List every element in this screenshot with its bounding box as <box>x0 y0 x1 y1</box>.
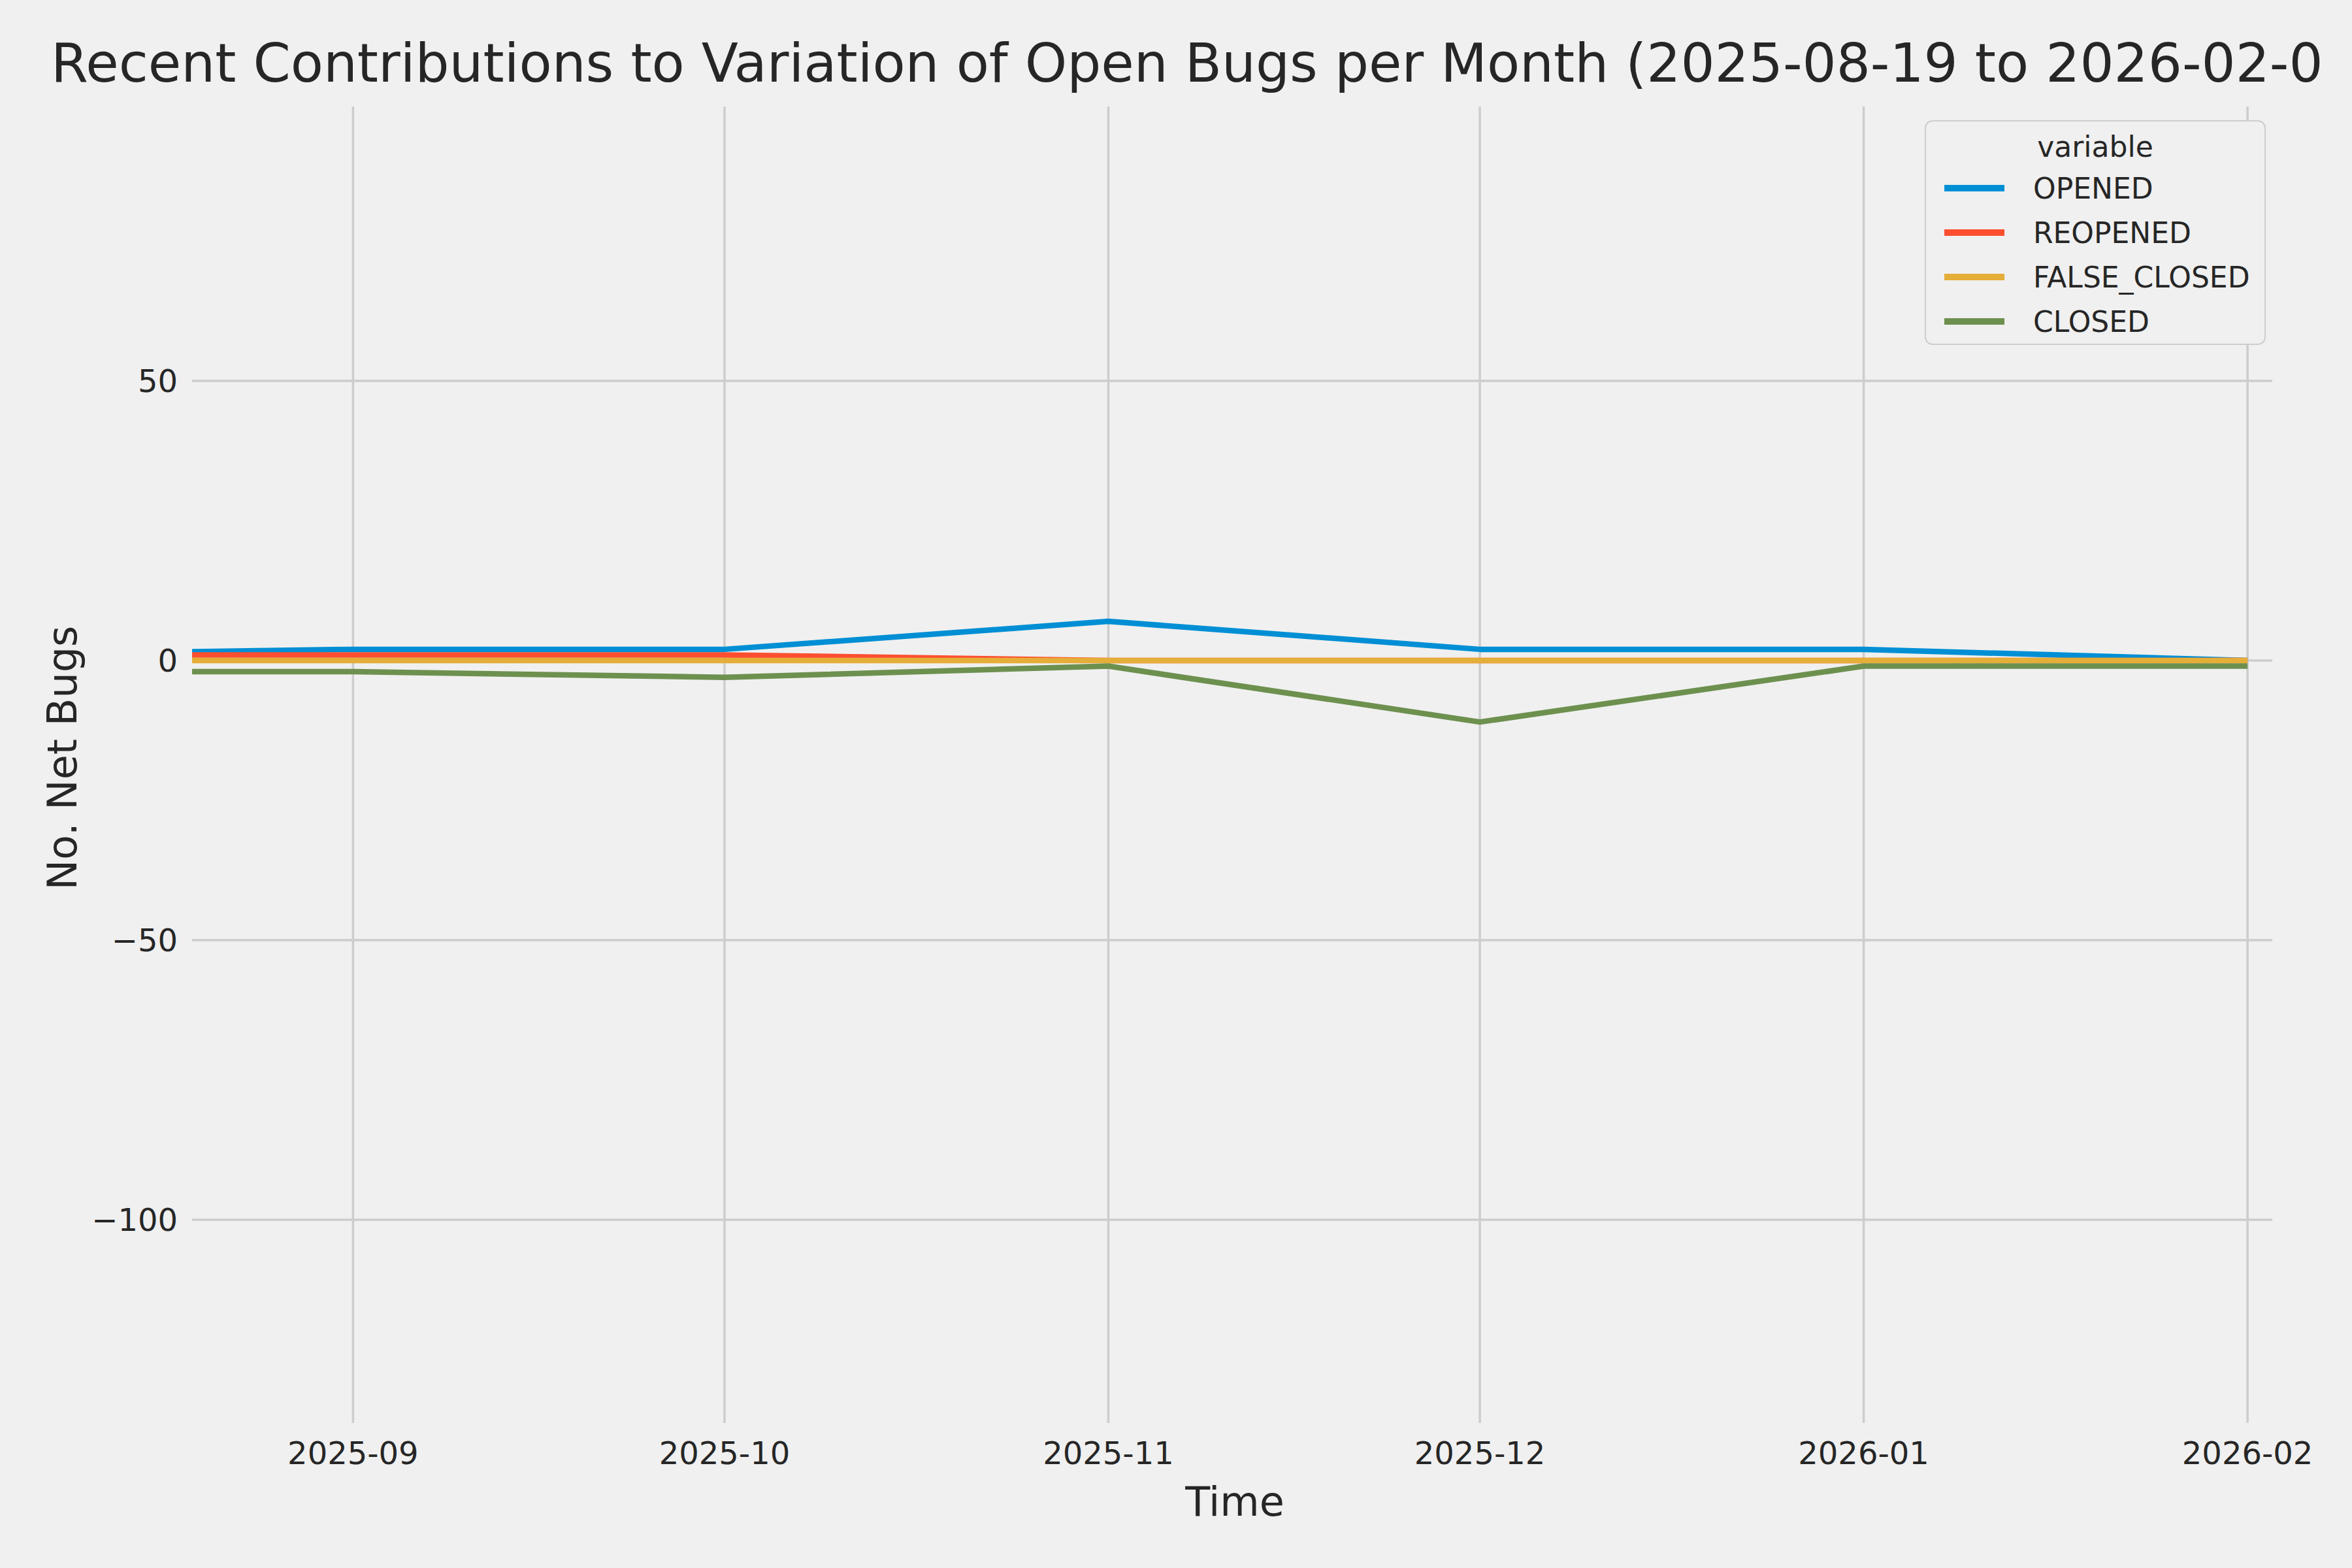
legend-line-icon <box>1944 318 2004 325</box>
x-tick-label: 2025-12 <box>1414 1435 1546 1471</box>
legend-label: REOPENED <box>2033 216 2191 250</box>
x-axis-label: Time <box>1185 1478 1284 1526</box>
y-tick-label: 0 <box>0 642 178 679</box>
legend-items: OPENED REOPENED FALSE_CLOSED CLOSED <box>1926 166 2264 344</box>
legend-item-opened: OPENED <box>1926 166 2264 210</box>
legend-item-reopened: REOPENED <box>1926 210 2264 255</box>
figure: Recent Contributions to Variation of Ope… <box>0 0 2352 1568</box>
legend-line-icon <box>1944 185 2004 191</box>
x-tick-label: 2026-01 <box>1798 1435 1929 1471</box>
x-tick-label: 2026-02 <box>2182 1435 2313 1471</box>
legend-title: variable <box>1926 128 2264 166</box>
legend: variable OPENED REOPENED FALSE_CLOSED CLOSE… <box>1925 120 2266 345</box>
x-tick-label: 2025-11 <box>1043 1435 1174 1471</box>
legend-label: FALSE_CLOSED <box>2033 261 2250 294</box>
x-tick-label: 2025-10 <box>659 1435 791 1471</box>
legend-label: CLOSED <box>2033 305 2149 338</box>
legend-item-false_closed: FALSE_CLOSED <box>1926 255 2264 299</box>
legend-label: OPENED <box>2033 172 2153 205</box>
y-tick-label: 50 <box>0 363 178 399</box>
chart-title: Recent Contributions to Variation of Ope… <box>51 34 2323 93</box>
x-tick-label: 2025-09 <box>287 1435 419 1471</box>
legend-line-icon <box>1944 229 2004 236</box>
legend-item-closed: CLOSED <box>1926 299 2264 344</box>
y-tick-label: −50 <box>0 922 178 958</box>
series-line-closed <box>0 666 2247 723</box>
legend-line-icon <box>1944 274 2004 280</box>
y-tick-label: −100 <box>0 1201 178 1238</box>
